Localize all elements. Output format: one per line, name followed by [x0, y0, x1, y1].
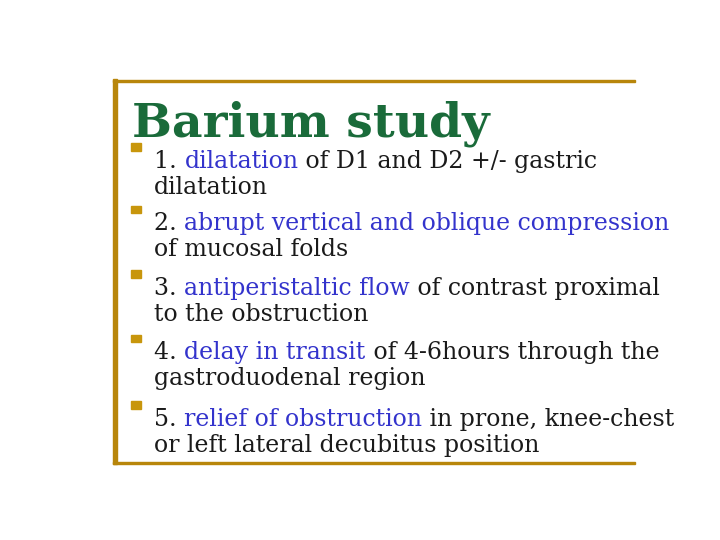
- Text: to the obstruction: to the obstruction: [154, 302, 369, 326]
- Text: delay in transit: delay in transit: [184, 341, 366, 365]
- Text: antiperistaltic flow: antiperistaltic flow: [184, 277, 410, 300]
- Text: relief of obstruction: relief of obstruction: [184, 408, 423, 431]
- Text: or left lateral decubitus position: or left lateral decubitus position: [154, 434, 539, 457]
- Text: of D1 and D2 +/- gastric: of D1 and D2 +/- gastric: [298, 150, 598, 173]
- Bar: [114, 79, 117, 464]
- Bar: [114, 462, 635, 464]
- Bar: [131, 401, 141, 409]
- Text: of contrast proximal: of contrast proximal: [410, 277, 660, 300]
- Text: 2.: 2.: [154, 212, 184, 235]
- Text: in prone, knee-chest: in prone, knee-chest: [423, 408, 675, 431]
- Text: of mucosal folds: of mucosal folds: [154, 238, 348, 261]
- Text: Barium study: Barium study: [132, 100, 490, 147]
- Text: 3.: 3.: [154, 277, 184, 300]
- Text: abrupt vertical and oblique compression: abrupt vertical and oblique compression: [184, 212, 670, 235]
- Bar: [114, 80, 635, 82]
- Text: dilatation: dilatation: [184, 150, 298, 173]
- Text: dilatation: dilatation: [154, 176, 268, 199]
- Bar: [131, 144, 141, 151]
- Text: 1.: 1.: [154, 150, 184, 173]
- Text: gastroduodenal region: gastroduodenal region: [154, 367, 426, 390]
- Text: of 4-6hours through the: of 4-6hours through the: [366, 341, 660, 365]
- Bar: [131, 270, 141, 278]
- Text: 4.: 4.: [154, 341, 184, 365]
- Bar: [131, 335, 141, 342]
- Text: 5.: 5.: [154, 408, 184, 431]
- Bar: [131, 206, 141, 213]
